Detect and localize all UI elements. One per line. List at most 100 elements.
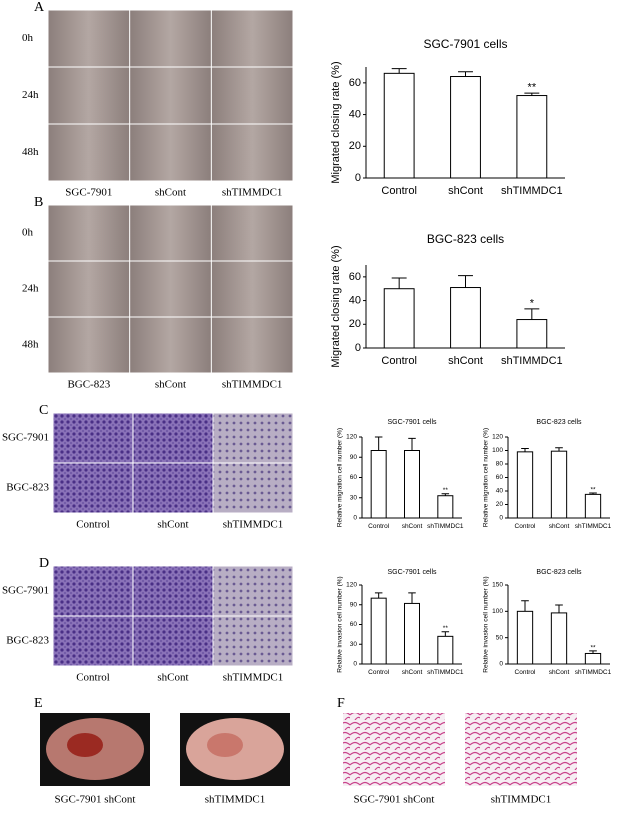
chart-title: BGC-823 cells [536, 419, 582, 426]
row-label: 0h [22, 227, 34, 239]
error-bar [555, 604, 563, 613]
histology-photo [343, 713, 445, 786]
micrograph [48, 10, 130, 67]
bar [437, 495, 454, 519]
chart-title: BGC-823 cells [536, 569, 582, 576]
row-label: 48h [22, 146, 39, 158]
bar [584, 493, 602, 519]
row-label: 24h [22, 283, 39, 295]
y-axis-label: Migrated closing rate (%) [330, 61, 342, 183]
y-tick-label: 30 [350, 494, 358, 501]
column-label: SGC-7901 [65, 187, 112, 199]
bar [450, 76, 481, 179]
y-tick-label: 50 [496, 634, 504, 641]
y-tick-label: 120 [492, 434, 503, 441]
bar [404, 602, 420, 665]
micrograph [53, 616, 133, 666]
y-tick-label: 0 [499, 515, 503, 522]
column-label: shCont [157, 519, 188, 531]
x-tick-label: Control [368, 523, 390, 530]
x-tick-label: shTIMMDC1 [575, 669, 612, 676]
photo-caption: shTIMMDC1 [205, 794, 266, 806]
micrograph [211, 10, 293, 67]
micrograph [53, 566, 133, 616]
x-tick-label: shCont [402, 523, 423, 530]
micrograph [211, 317, 293, 373]
bar [383, 72, 415, 179]
y-axis-label: Migrated closing rate (%) [330, 245, 342, 367]
panel-letter: B [34, 195, 43, 210]
error-bar [524, 92, 540, 96]
x-tick-label: shTIMMDC1 [501, 185, 563, 197]
y-tick-label: 60 [350, 621, 358, 628]
y-tick-label: 150 [492, 582, 503, 589]
micrograph [211, 205, 293, 261]
column-label: shTIMMDC1 [222, 187, 283, 199]
y-tick-label: 60 [349, 271, 361, 283]
row-label: 0h [22, 32, 34, 44]
panel-letter: D [39, 556, 49, 571]
y-tick-label: 30 [350, 641, 358, 648]
column-label: shTIMMDC1 [223, 519, 284, 531]
y-tick-label: 20 [349, 318, 361, 330]
micrograph [48, 124, 130, 181]
column-label: shTIMMDC1 [223, 672, 284, 684]
y-tick-label: 0 [353, 661, 357, 668]
y-axis-label: Relative invasion cell number (%) [483, 576, 490, 672]
bar [516, 319, 548, 349]
bar [516, 95, 548, 179]
row-label: BGC-823 [6, 635, 49, 647]
error-bar [374, 436, 383, 451]
micrograph [130, 261, 211, 317]
bar [516, 610, 534, 665]
column-label: shCont [157, 672, 188, 684]
column-label: shTIMMDC1 [222, 379, 283, 391]
row-label: 24h [22, 89, 39, 101]
error-bar [408, 592, 416, 604]
bar [516, 451, 534, 519]
significance-label: ** [590, 486, 596, 493]
y-tick-label: 0 [353, 515, 357, 522]
y-tick-label: 120 [346, 434, 357, 441]
micrograph [133, 413, 213, 463]
chart-title: SGC-7901 cells [423, 37, 507, 51]
x-tick-label: shCont [448, 185, 483, 197]
error-bar [521, 600, 529, 612]
photo-caption: SGC-7901 shCont [55, 794, 136, 806]
micrograph [213, 413, 293, 463]
micrograph [133, 616, 213, 666]
error-bar [441, 631, 450, 637]
error-bar [458, 71, 473, 77]
y-tick-label: 120 [346, 582, 357, 589]
y-axis-label: Relative migration cell number (%) [337, 428, 344, 527]
y-axis-label: Relative invasion cell number (%) [337, 576, 344, 672]
significance-label: ** [443, 625, 449, 632]
bar [450, 287, 481, 349]
micrograph [48, 317, 130, 373]
error-bar [521, 447, 529, 452]
chart-title: SGC-7901 cells [387, 419, 437, 426]
x-tick-label: shCont [402, 669, 423, 676]
x-tick-label: shCont [549, 523, 570, 530]
panel-letter: A [34, 0, 45, 15]
error-bar [555, 447, 563, 452]
y-tick-label: 0 [499, 661, 503, 668]
bar [370, 450, 387, 519]
micrograph [130, 124, 211, 181]
significance-label: ** [528, 82, 537, 94]
y-tick-label: 90 [350, 454, 358, 461]
lung-spot [207, 733, 243, 757]
row-label: 48h [22, 339, 39, 351]
micrograph [48, 205, 130, 261]
bar [437, 635, 454, 665]
column-label: shCont [155, 187, 186, 199]
x-tick-label: shTIMMDC1 [427, 523, 464, 530]
photo-caption: SGC-7901 shCont [354, 794, 435, 806]
y-tick-label: 100 [492, 447, 503, 454]
micrograph [48, 67, 130, 124]
column-label: shCont [155, 379, 186, 391]
significance-label: ** [590, 644, 596, 651]
micrograph [211, 67, 293, 124]
error-bar [374, 592, 383, 599]
